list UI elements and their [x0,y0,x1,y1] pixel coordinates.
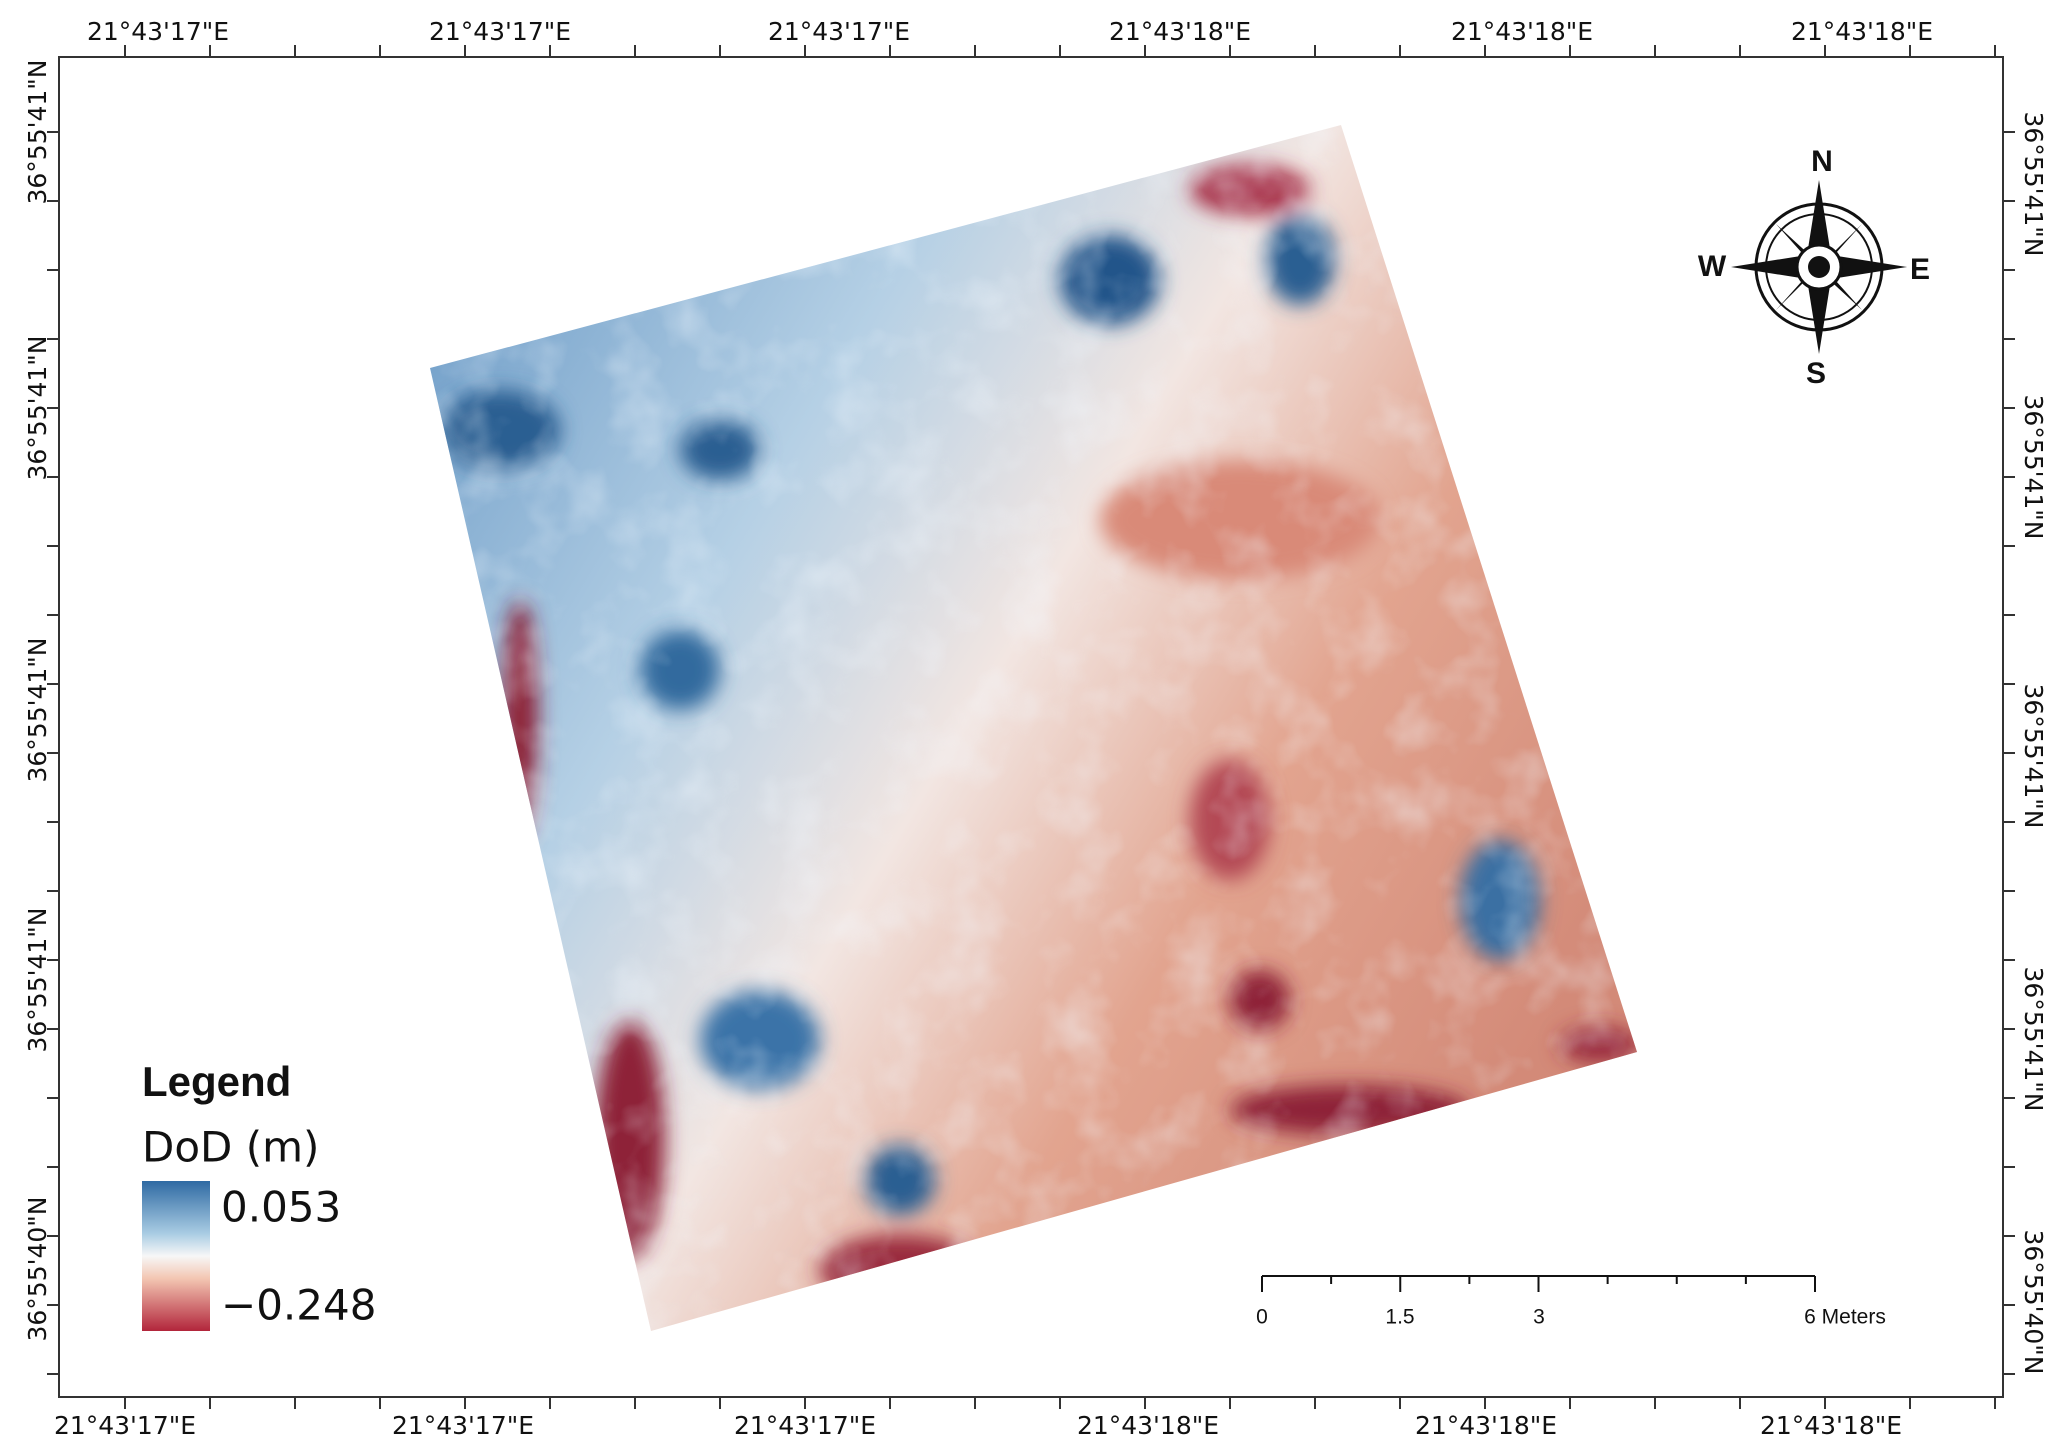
raster-texture [430,125,1637,1331]
top-coord-label: 21°43'18"E [1109,17,1251,46]
left-coord-label: 36°55'41"N [23,907,52,1052]
bottom-coord-label: 21°43'17"E [392,1411,534,1440]
legend-min: −0.248 [221,1281,376,1330]
top-coord-label: 21°43'18"E [1451,17,1593,46]
bottom-coord-label: 21°43'18"E [1415,1411,1557,1440]
legend-max: 0.053 [221,1183,341,1232]
scale-label: 0 [1256,1306,1268,1329]
compass-e: E [1910,253,1930,286]
compass-w: W [1698,250,1727,283]
right-coord-label: 36°55'40"N [2019,1229,2048,1374]
bottom-coord-label: 21°43'18"E [1077,1411,1219,1440]
legend-colorbar [142,1181,210,1331]
left-coord-label: 36°55'40"N [23,1196,52,1341]
compass-s: S [1806,357,1826,390]
right-coord-label: 36°55'41"N [2019,683,2048,828]
left-coord-label: 36°55'41"N [23,637,52,782]
right-coord-label: 36°55'41"N [2019,111,2048,256]
scale-bar: 0 1.5 3 6 Meters [1256,1275,1886,1329]
top-coord-label: 21°43'18"E [1791,17,1933,46]
compass-n: N [1811,145,1833,178]
scale-label: 1.5 [1385,1306,1414,1329]
compass-hub [1808,256,1830,278]
scale-label: 6 Meters [1804,1306,1886,1329]
map-frame [58,56,2004,1398]
top-coord-label: 21°43'17"E [87,17,229,46]
bottom-coord-label: 21°43'17"E [54,1411,196,1440]
compass-star [1776,224,1862,310]
bottom-coord-label: 21°43'18"E [1760,1411,1902,1440]
right-coord-label: 36°55'41"N [2019,966,2048,1111]
legend: Legend DoD (m) 0.053 −0.248 [142,1058,376,1331]
legend-layer: DoD (m) [142,1123,319,1172]
scale-label: 3 [1533,1306,1545,1329]
dod-raster [430,125,1637,1331]
legend-title: Legend [142,1058,291,1105]
bottom-coord-label: 21°43'17"E [734,1411,876,1440]
top-coord-label: 21°43'17"E [768,17,910,46]
compass: N S W E [1698,145,1930,390]
top-coord-label: 21°43'17"E [429,17,571,46]
right-coord-label: 36°55'41"N [2019,394,2048,539]
